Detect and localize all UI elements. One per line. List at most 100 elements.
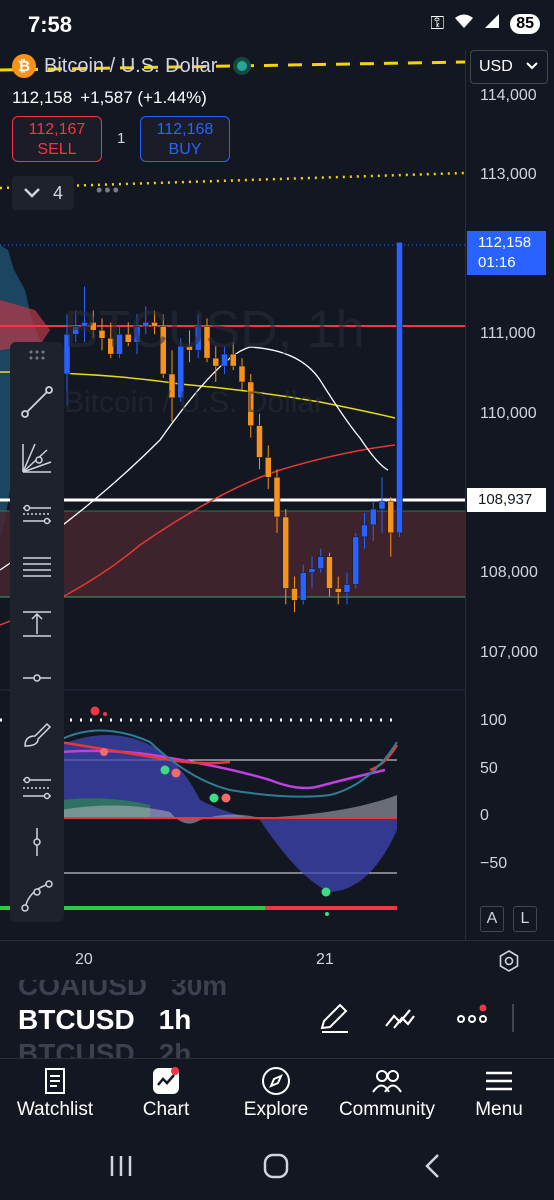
candle-up [116, 334, 123, 355]
bar-countdown: 01:16 [478, 254, 516, 271]
wifi-icon [454, 13, 474, 34]
auto-scale-button[interactable]: A [480, 906, 504, 932]
nav-chart[interactable]: Chart [126, 1065, 206, 1121]
last-price-tag-value: 112,158 [478, 234, 532, 251]
candle-up [361, 524, 368, 538]
candle-down [247, 381, 254, 426]
chart-icon [150, 1065, 182, 1097]
nav-menu-label: Menu [475, 1099, 523, 1120]
candles [63, 242, 403, 613]
candle-up [72, 326, 79, 335]
chevron-down-icon [525, 58, 539, 76]
nav-community[interactable]: Community [328, 1065, 446, 1121]
price-change: +1,587 (+1.44%) [80, 88, 207, 107]
teal-line [59, 729, 398, 798]
time-axis[interactable]: 20 21 [0, 940, 554, 981]
chevron-down-icon [23, 183, 41, 204]
battery-indicator: 85 [510, 13, 540, 34]
nav-chart-label: Chart [142, 1099, 190, 1120]
symbol-watermark: BTCUSD, 1h [64, 301, 365, 359]
indicator-count: 4 [52, 182, 63, 203]
symbol-picker[interactable]: COAIUSD 30m BTCUSD 1h BTCUSD 2h [0, 980, 554, 1058]
vertical-line-tool-icon[interactable] [17, 822, 57, 862]
pitchfork-tool-icon[interactable] [17, 494, 57, 534]
yellow-dashed-level [0, 60, 465, 72]
back-icon[interactable] [422, 1152, 442, 1185]
candle-down [326, 556, 333, 589]
candle-down [256, 425, 263, 458]
candle-up [142, 322, 149, 327]
price-axis-separator [465, 50, 466, 940]
level-price-tag: 108,937 [467, 488, 546, 512]
picker-prev-item[interactable]: COAIUSD 30m [18, 980, 227, 1002]
buy-label: BUY [168, 141, 202, 158]
candle-up [300, 572, 307, 601]
price-row: 112,158 +1,587 (+1.44%) [12, 88, 207, 108]
drawings-icon[interactable] [380, 998, 420, 1038]
signal-icon [484, 13, 500, 34]
picker-current-symbol: BTCUSD [18, 1004, 135, 1035]
gann-fan-tool-icon[interactable] [17, 438, 57, 478]
price-chart[interactable] [0, 50, 465, 940]
buy-button[interactable]: 112,168 BUY [140, 116, 230, 162]
nav-watchlist-label: Watchlist [16, 1099, 94, 1120]
long-position-tool-icon[interactable] [17, 604, 57, 644]
candle-down [238, 365, 246, 383]
nav-explore[interactable]: Explore [236, 1065, 316, 1121]
candle-down [90, 322, 97, 331]
log-scale-button[interactable]: L [513, 906, 537, 932]
red-moving-average [0, 444, 396, 626]
price-axis-label: 114,000 [480, 87, 537, 104]
last-price: 112,158 [12, 88, 73, 107]
supply-zone [0, 511, 465, 597]
candle-down [107, 338, 114, 355]
more-menu-icon[interactable] [452, 998, 492, 1038]
gray-wave-area [60, 795, 397, 824]
chart-settings-icon[interactable] [497, 949, 521, 973]
pencil-icon[interactable] [314, 998, 354, 1038]
picker-next-timeframe: 2h [158, 1038, 192, 1058]
candle-down [98, 330, 106, 339]
more-options-icon[interactable]: ••• [96, 180, 121, 200]
last-price-tag: 112,158 01:16 [467, 231, 546, 275]
nav-watchlist[interactable]: Watchlist [8, 1065, 102, 1121]
red-line-right [369, 744, 399, 772]
candle-up [378, 500, 386, 510]
recent-apps-icon[interactable] [108, 1154, 134, 1183]
parallel-channel-tool-icon[interactable] [17, 548, 57, 588]
market-open-icon [233, 57, 252, 75]
trend-line-tool-icon[interactable] [17, 382, 57, 422]
hamburger-menu-icon [483, 1065, 515, 1097]
drag-handle-icon[interactable] [17, 344, 57, 368]
picker-current-item[interactable]: BTCUSD 1h [18, 1004, 191, 1036]
candle-down [291, 588, 298, 601]
price-axis-label: 111,000 [480, 325, 536, 342]
sell-button[interactable]: 112,167 SELL [12, 116, 102, 162]
curve-tool-icon[interactable] [17, 876, 57, 916]
white-moving-average [0, 346, 389, 571]
home-icon[interactable] [262, 1152, 290, 1185]
trade-quantity[interactable]: 1 [117, 130, 126, 147]
indicator-axis-label: 0 [480, 807, 489, 824]
currency-select[interactable]: USD [470, 50, 548, 84]
nav-menu[interactable]: Menu [464, 1065, 534, 1121]
status-icons: ⚿ 85 [431, 13, 540, 34]
indicator-axis-label: 100 [480, 712, 507, 729]
price-axis-label: 110,000 [480, 405, 537, 422]
brush-tool-icon[interactable] [17, 714, 57, 754]
picker-next-item[interactable]: BTCUSD 2h [18, 1038, 191, 1058]
toolbar-divider [512, 1004, 514, 1032]
horizontal-line-tool-icon[interactable] [17, 658, 57, 698]
indicator-axis-label: 50 [480, 760, 498, 777]
price-axis-label: 108,000 [480, 564, 538, 581]
blue-wave-area [60, 735, 397, 892]
yellow-dotted-level [0, 171, 465, 190]
fib-retracement-tool-icon[interactable] [17, 768, 57, 808]
indicator-pane [0, 689, 465, 916]
candle-up [63, 334, 71, 375]
symbol-header[interactable]: ₿ Bitcoin / U.S. Dollar [12, 54, 252, 78]
candle-down [273, 477, 281, 518]
indicators-toggle-button[interactable]: 4 [12, 176, 74, 210]
picker-prev-timeframe: 30m [171, 980, 228, 1001]
candle-down [212, 357, 219, 367]
